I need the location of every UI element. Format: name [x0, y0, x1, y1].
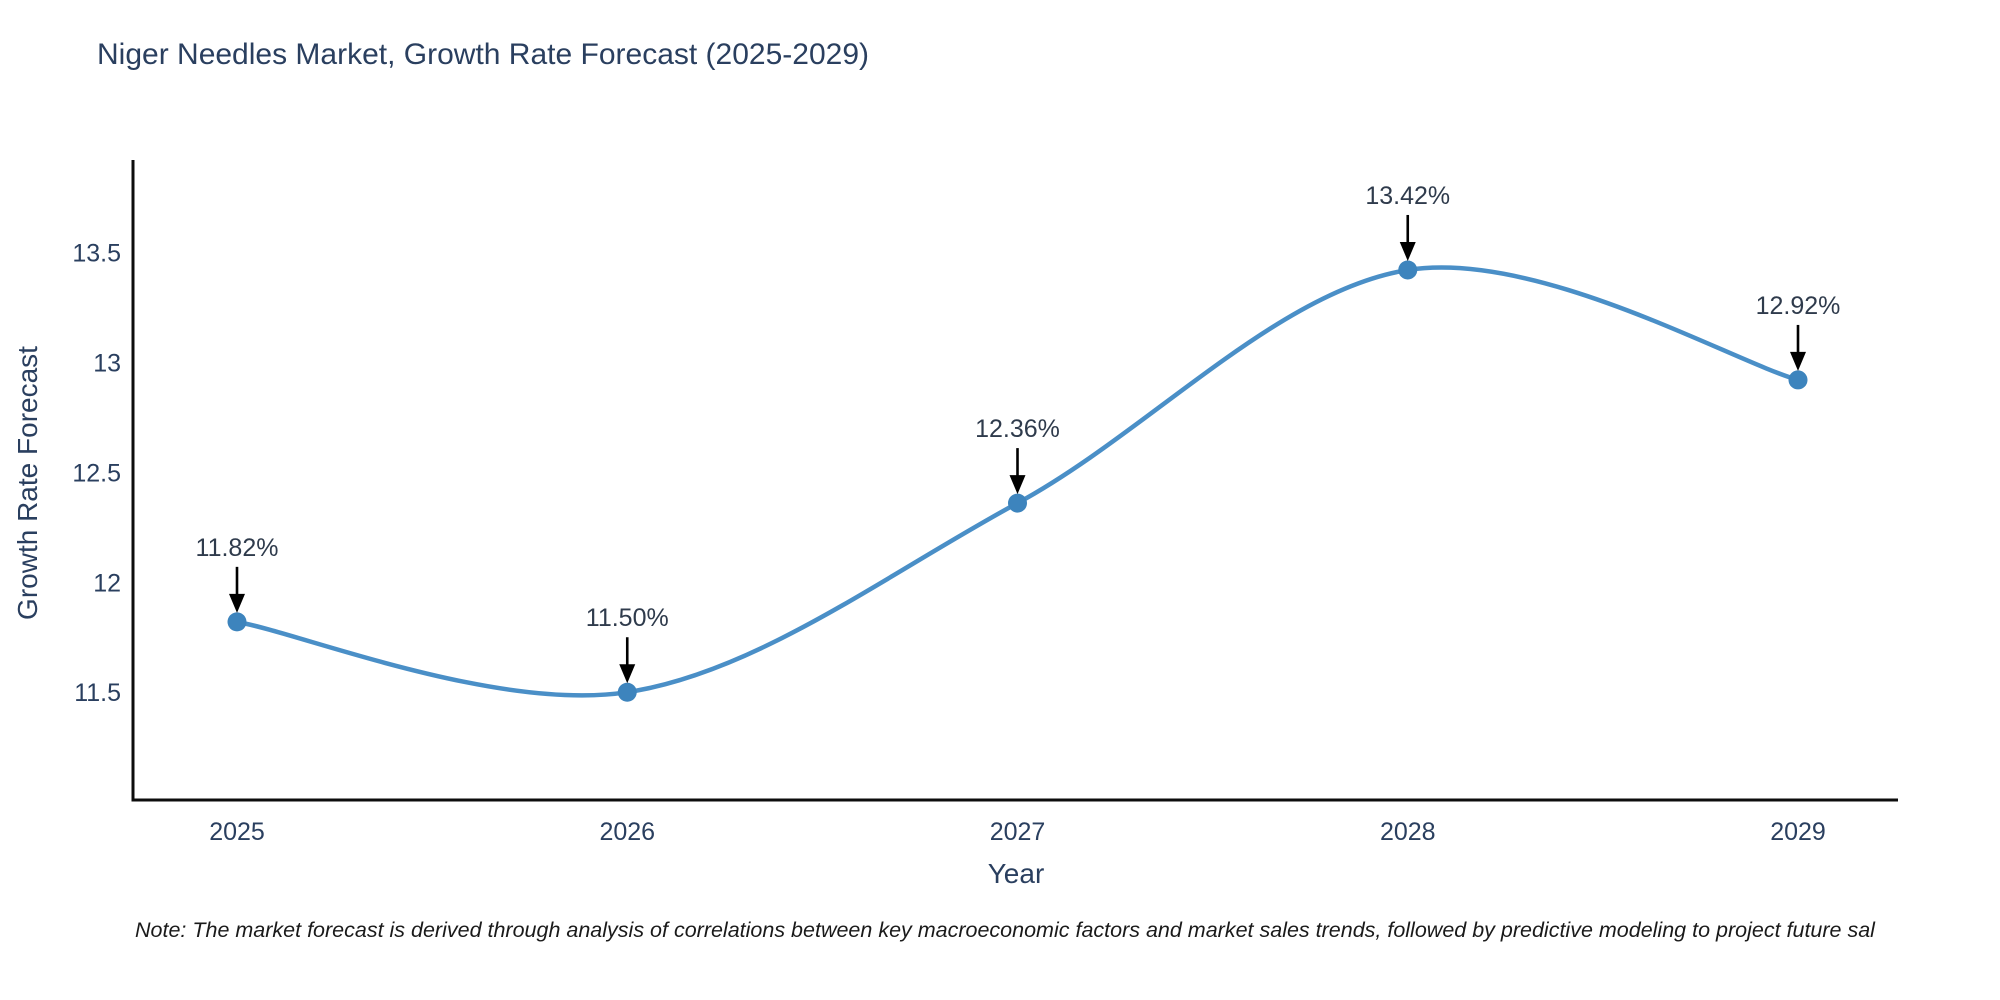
- data-point[interactable]: [617, 682, 637, 702]
- x-tick-label: 2028: [1380, 818, 1436, 846]
- chart-title: Niger Needles Market, Growth Rate Foreca…: [97, 38, 870, 71]
- x-tick-label: 2025: [209, 818, 265, 846]
- annotation-arrow-head-icon: [229, 593, 245, 613]
- data-point[interactable]: [1008, 493, 1027, 513]
- x-tick-label: 2027: [990, 818, 1046, 846]
- point-annotation: 13.42%: [1365, 182, 1450, 210]
- point-annotation: 11.50%: [586, 604, 669, 632]
- y-tick-label: 13: [93, 349, 121, 377]
- point-annotation: 12.36%: [975, 415, 1060, 443]
- y-tick-label: 12: [93, 569, 121, 597]
- y-tick-label: 11.5: [74, 679, 121, 707]
- data-point[interactable]: [227, 612, 247, 632]
- annotation-arrow-head-icon: [1399, 241, 1416, 261]
- x-tick-label: 2029: [1770, 818, 1826, 846]
- footnote: Note: The market forecast is derived thr…: [135, 918, 1875, 942]
- annotation-arrow-head-icon: [619, 664, 636, 684]
- data-point[interactable]: [1788, 370, 1808, 390]
- x-tick-label: 2026: [599, 818, 655, 846]
- y-tick-label: 13.5: [72, 239, 121, 267]
- data-point[interactable]: [1398, 260, 1418, 280]
- point-annotation: 11.82%: [196, 534, 279, 562]
- point-annotation: 12.92%: [1756, 292, 1841, 320]
- y-axis-title: Growth Rate Forecast: [12, 346, 43, 620]
- annotation-arrow-head-icon: [1009, 475, 1026, 495]
- annotation-arrow-head-icon: [1790, 351, 1806, 371]
- x-axis-title: Year: [987, 858, 1045, 889]
- y-tick-label: 12.5: [72, 459, 121, 487]
